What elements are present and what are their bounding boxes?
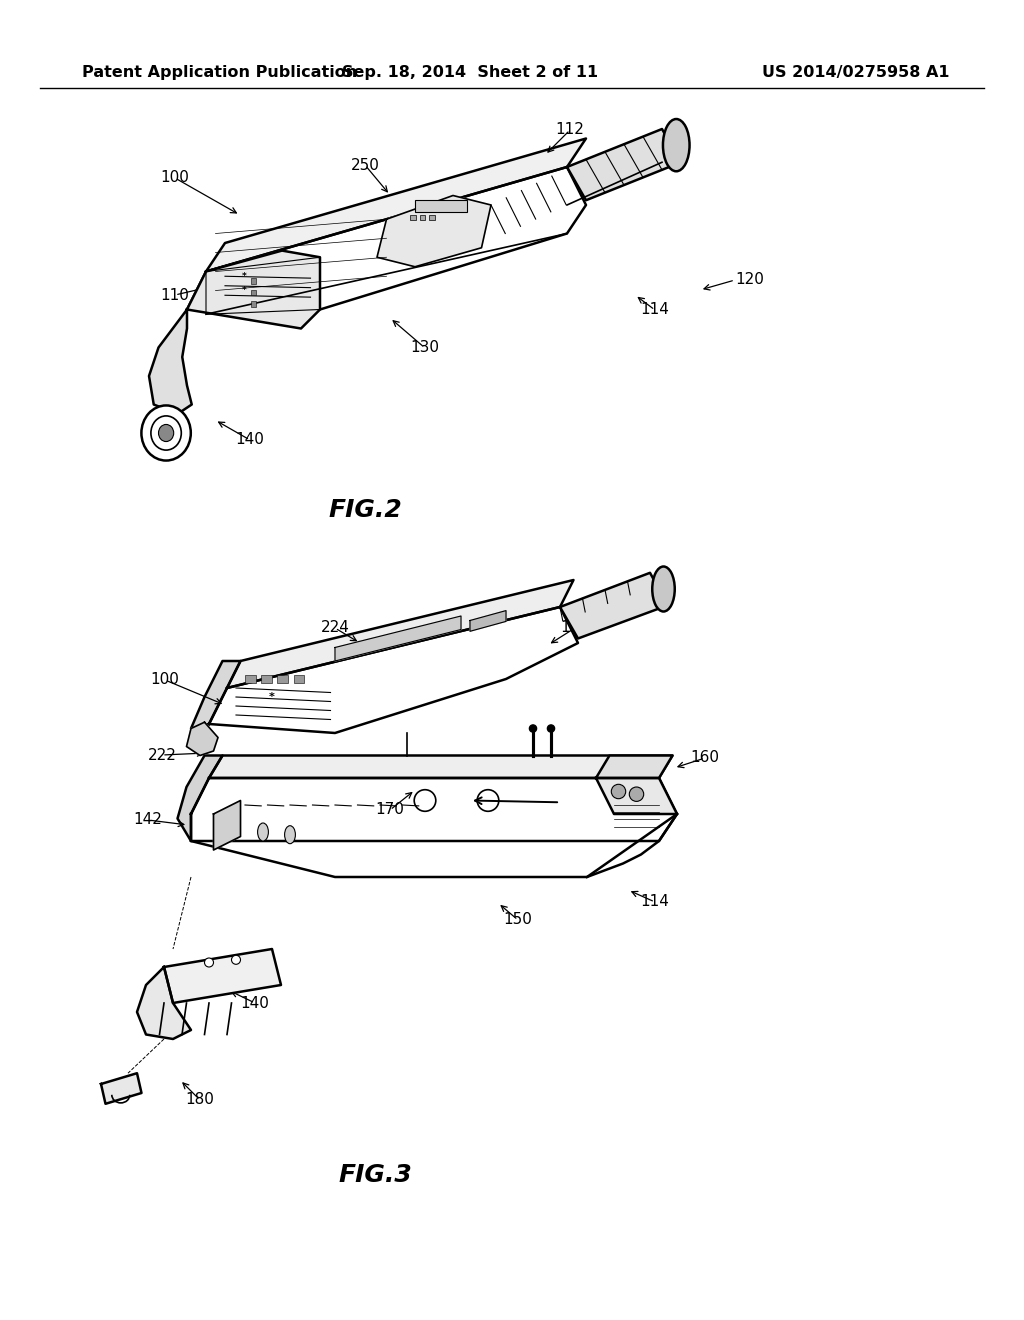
Text: 112: 112 (560, 620, 590, 635)
Text: Patent Application Publication: Patent Application Publication (82, 65, 357, 79)
Text: 160: 160 (690, 751, 720, 766)
Polygon shape (227, 579, 573, 688)
Polygon shape (137, 968, 191, 1039)
Polygon shape (191, 661, 241, 729)
Polygon shape (177, 755, 222, 841)
Bar (251, 301, 256, 306)
Text: *: * (242, 272, 247, 281)
Text: 120: 120 (735, 272, 764, 288)
Bar (415, 201, 467, 211)
Text: 114: 114 (641, 895, 670, 909)
Circle shape (548, 725, 555, 733)
Polygon shape (150, 309, 191, 414)
Text: 110: 110 (161, 288, 189, 302)
Circle shape (611, 784, 626, 799)
Polygon shape (187, 251, 319, 329)
Text: FIG.3: FIG.3 (338, 1163, 412, 1187)
Text: 140: 140 (236, 433, 264, 447)
Polygon shape (470, 611, 506, 631)
Ellipse shape (159, 425, 174, 442)
Bar (294, 675, 304, 682)
Text: 112: 112 (556, 123, 585, 137)
Circle shape (630, 787, 644, 801)
Text: *: * (242, 286, 247, 294)
Polygon shape (191, 777, 677, 841)
Polygon shape (596, 755, 673, 777)
Circle shape (205, 958, 213, 968)
Text: 150: 150 (504, 912, 532, 928)
Text: 142: 142 (133, 813, 163, 828)
Text: 114: 114 (641, 302, 670, 318)
Text: 100: 100 (151, 672, 179, 688)
Polygon shape (164, 949, 281, 1003)
Bar (411, 214, 416, 220)
Circle shape (529, 725, 537, 733)
Bar (278, 675, 288, 682)
Text: US 2014/0275958 A1: US 2014/0275958 A1 (763, 65, 950, 79)
Text: 250: 250 (350, 157, 380, 173)
Polygon shape (377, 195, 490, 267)
Polygon shape (335, 616, 461, 661)
Ellipse shape (663, 119, 689, 172)
Ellipse shape (258, 822, 268, 841)
Ellipse shape (141, 405, 190, 461)
Polygon shape (596, 777, 677, 814)
Text: Sep. 18, 2014  Sheet 2 of 11: Sep. 18, 2014 Sheet 2 of 11 (342, 65, 598, 79)
Circle shape (231, 956, 241, 965)
Polygon shape (206, 139, 586, 272)
Text: *: * (269, 692, 274, 702)
Bar (245, 675, 256, 682)
Ellipse shape (151, 416, 181, 450)
Bar (261, 675, 272, 682)
Text: 140: 140 (241, 995, 269, 1011)
Bar (251, 289, 256, 296)
Polygon shape (213, 800, 241, 850)
Polygon shape (209, 755, 673, 777)
Polygon shape (187, 168, 586, 309)
Polygon shape (567, 129, 681, 201)
Text: 180: 180 (185, 1093, 214, 1107)
Ellipse shape (285, 826, 295, 843)
Text: 170: 170 (376, 803, 404, 817)
Bar (251, 279, 256, 284)
Polygon shape (560, 573, 668, 639)
Text: 222: 222 (147, 747, 176, 763)
Polygon shape (101, 1073, 141, 1104)
Bar (429, 214, 435, 220)
Ellipse shape (652, 566, 675, 611)
Polygon shape (209, 607, 578, 733)
Text: 100: 100 (161, 170, 189, 186)
Text: 130: 130 (411, 341, 439, 355)
Polygon shape (186, 722, 218, 755)
Text: 224: 224 (321, 620, 349, 635)
Text: FIG.2: FIG.2 (328, 498, 401, 521)
Bar (420, 214, 425, 220)
